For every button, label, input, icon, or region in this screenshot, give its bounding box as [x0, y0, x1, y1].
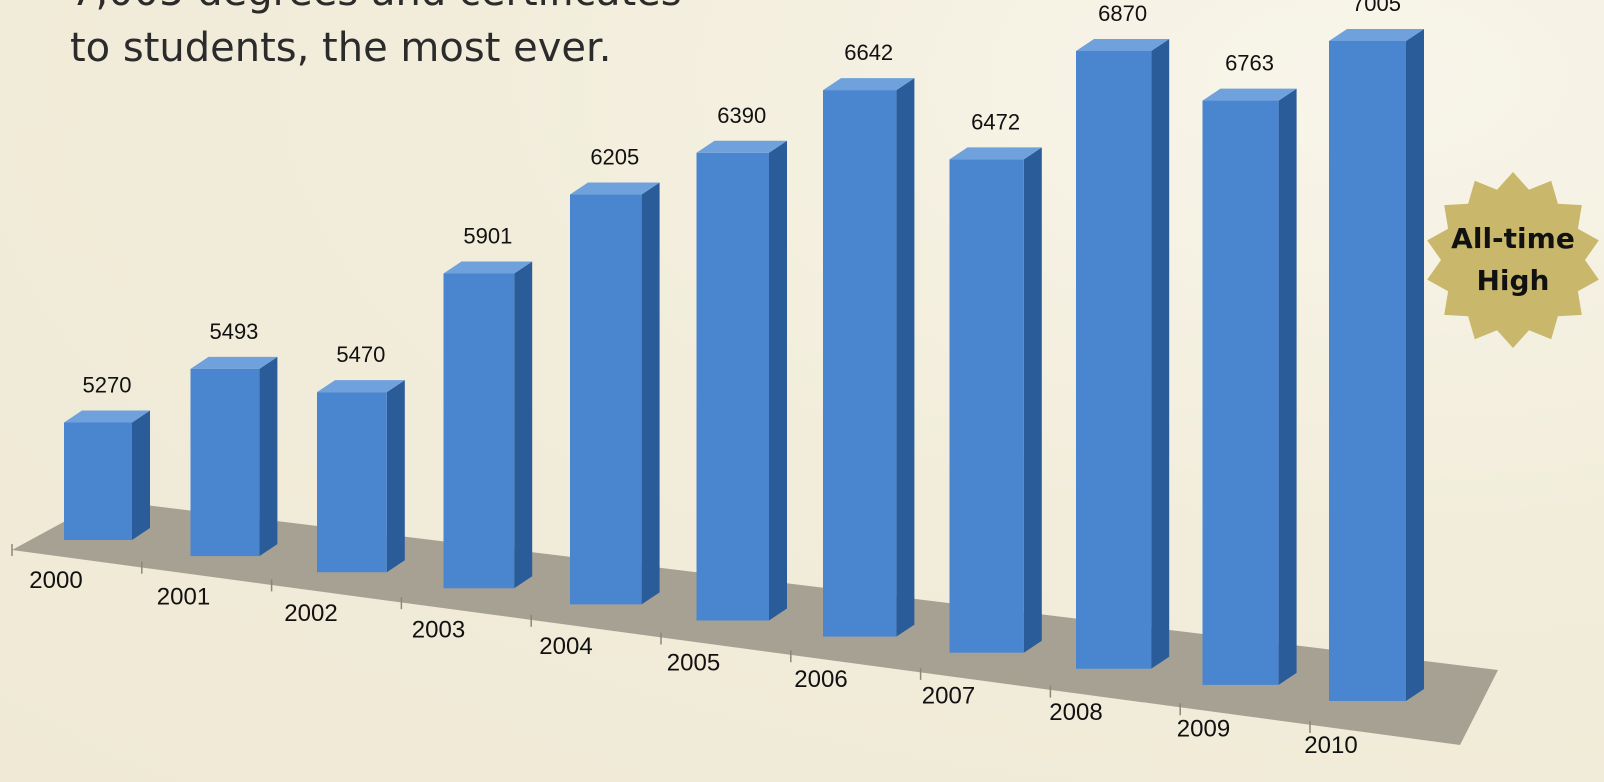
tick-label-2000: 2000: [29, 567, 82, 594]
data-label-2001: 5493: [209, 319, 258, 344]
bar-front-face: [443, 273, 515, 589]
tick-label-2006: 2006: [794, 666, 847, 693]
bar-front-face: [570, 194, 642, 605]
bar-2004: [570, 182, 660, 605]
bar-top-face: [190, 356, 278, 369]
bar-side-face: [1406, 29, 1424, 701]
bar-top-face: [696, 140, 787, 153]
data-label-2004: 6205: [590, 145, 639, 170]
tick-label-2005: 2005: [667, 650, 720, 677]
bar-top-face: [1202, 88, 1297, 101]
bar-top-face: [949, 147, 1042, 160]
bar-top-face: [64, 410, 150, 423]
bar-side-face: [1151, 39, 1170, 669]
bar-front-face: [1202, 100, 1279, 685]
tick-label-2010: 2010: [1304, 732, 1357, 759]
bar-top-face: [1076, 39, 1170, 52]
badge-line-1: All-time: [1451, 222, 1575, 255]
bar-front-face: [190, 368, 260, 557]
bar-side-face: [1023, 147, 1042, 653]
bar-front-face: [696, 152, 769, 621]
bar-front-face: [317, 392, 387, 573]
bar-2001: [190, 356, 278, 557]
bar-front-face: [823, 90, 897, 637]
bar-side-face: [514, 261, 533, 589]
tick-label-2003: 2003: [412, 617, 465, 644]
tick-label-2007: 2007: [922, 683, 975, 710]
bars: [64, 29, 1424, 701]
bar-top-face: [1329, 29, 1424, 41]
bar-side-face: [769, 140, 787, 621]
tick-label-2009: 2009: [1177, 716, 1230, 743]
bar-side-face: [641, 182, 660, 605]
bar-2010: [1329, 29, 1424, 701]
bar-2007: [949, 147, 1042, 653]
x-axis-tick-labels: 2000 2001 2002 2003 2004 2005 2006 2007 2008 2009…: [29, 567, 1357, 759]
bar-top-face: [823, 78, 915, 91]
tick-label-2002: 2002: [284, 600, 337, 627]
bar-top-face: [443, 261, 533, 274]
bar-2005: [696, 140, 787, 621]
all-time-high-badge: All-time High: [1427, 172, 1599, 348]
data-label-2000: 5270: [83, 372, 132, 397]
bar-side-face: [132, 410, 150, 540]
data-label-2008: 6870: [1098, 1, 1147, 26]
badge-line-2: High: [1476, 264, 1549, 297]
data-label-2003: 5901: [463, 223, 512, 248]
data-label-2006: 6642: [844, 40, 893, 65]
data-label-2009: 6763: [1225, 51, 1274, 76]
bar-front-face: [1076, 51, 1152, 669]
data-labels: 5270 5493 5470 5901 6205 6390 6642 6472 6870 6763…: [83, 0, 1401, 397]
data-label-2010: 7005: [1352, 0, 1401, 16]
bar-2002: [317, 380, 405, 573]
bar-top-face: [317, 380, 405, 393]
bar-2009: [1202, 88, 1297, 685]
bar-top-face: [570, 182, 660, 195]
data-label-2002: 5470: [336, 342, 385, 367]
bar-2006: [823, 78, 915, 637]
bar-front-face: [1329, 41, 1406, 701]
bar-2003: [443, 261, 533, 589]
tick-label-2001: 2001: [157, 584, 210, 611]
headline-line-2: to students, the most ever.: [70, 25, 612, 71]
bar-side-face: [896, 78, 915, 637]
bar-side-face: [386, 380, 405, 573]
tick-label-2008: 2008: [1049, 699, 1102, 726]
tick-label-2004: 2004: [539, 633, 592, 660]
badge-star-shape: [1427, 172, 1599, 348]
data-label-2007: 6472: [971, 109, 1020, 134]
bar-side-face: [259, 356, 278, 557]
data-label-2005: 6390: [717, 103, 766, 128]
headline: 7,005 degrees and certificates to studen…: [70, 0, 710, 76]
x-axis-ticks: [11, 544, 1311, 733]
bar-2000: [64, 410, 150, 540]
bar-front-face: [949, 159, 1024, 653]
bar-front-face: [64, 422, 132, 540]
bar-side-face: [1278, 88, 1297, 685]
bar-2008: [1076, 39, 1170, 669]
headline-line-1: 7,005 degrees and certificates: [70, 0, 710, 20]
